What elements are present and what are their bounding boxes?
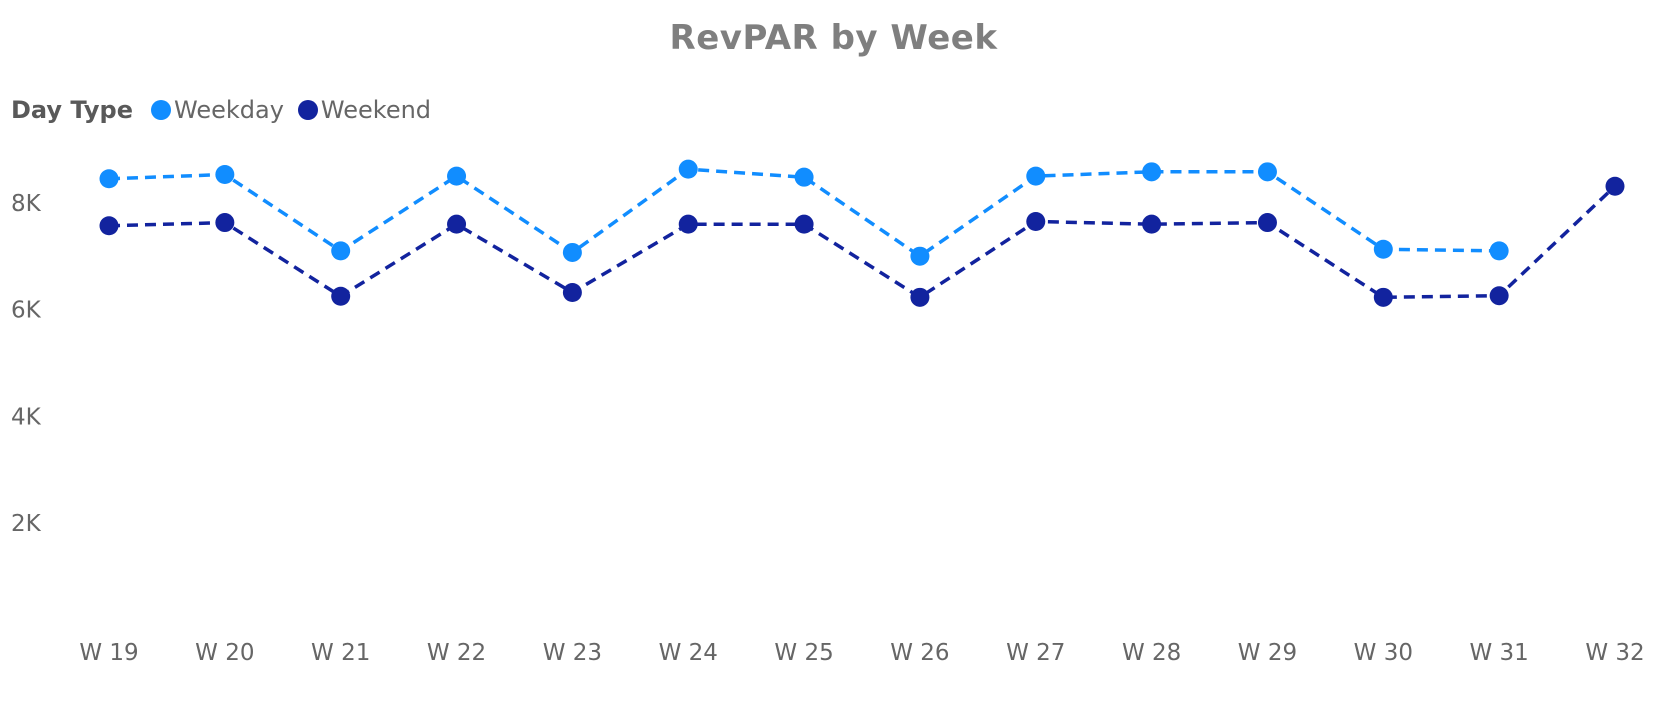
legend-label-weekday: Weekday [174, 96, 284, 124]
legend-label-weekend: Weekend [320, 96, 432, 124]
data-point-weekday-w-31[interactable] [1489, 241, 1509, 261]
chart-title: RevPAR by Week [669, 18, 998, 58]
y-tick-label-4k: 4K [11, 404, 42, 430]
data-point-weekend-w-28[interactable] [1142, 214, 1162, 234]
data-point-weekday-w-22[interactable] [447, 166, 467, 186]
data-point-weekday-w-23[interactable] [562, 242, 582, 262]
data-point-weekend-w-27[interactable] [1026, 211, 1046, 231]
x-tick-label-w-29: W 29 [1238, 640, 1297, 666]
x-tick-label-w-30: W 30 [1354, 640, 1413, 666]
legend-marker-weekend [297, 100, 318, 120]
data-point-weekday-w-21[interactable] [331, 241, 351, 261]
legend-title: Day Type [11, 96, 134, 124]
legend-item-weekend[interactable]: Weekend [297, 96, 432, 124]
data-point-weekday-w-30[interactable] [1373, 239, 1393, 259]
x-tick-label-w-26: W 26 [890, 640, 949, 666]
x-tick-label-w-19: W 19 [79, 640, 138, 666]
x-axis: W 19 W 20 W 21 W 22 W 23 W 24 W 25 W 26 W 27 W 28… [79, 640, 1644, 666]
data-point-weekend-w-23[interactable] [562, 283, 582, 303]
data-point-weekday-w-20[interactable] [215, 164, 235, 184]
data-point-weekend-w-30[interactable] [1373, 287, 1393, 307]
data-point-weekend-w-29[interactable] [1257, 213, 1277, 233]
x-tick-label-w-32: W 32 [1585, 640, 1644, 666]
x-tick-label-w-31: W 31 [1469, 640, 1528, 666]
legend-marker-weekday [151, 100, 172, 120]
data-point-weekday-w-28[interactable] [1142, 162, 1162, 182]
data-point-weekend-w-26[interactable] [910, 287, 930, 307]
series-line-weekend [108, 184, 1617, 300]
series-points [99, 159, 1625, 307]
series-lines [108, 167, 1617, 300]
data-point-weekday-w-25[interactable] [794, 167, 814, 187]
data-point-weekday-w-24[interactable] [678, 159, 698, 179]
y-tick-label-2k: 2K [11, 511, 42, 537]
data-point-weekend-w-20[interactable] [215, 213, 235, 233]
data-point-weekday-w-29[interactable] [1257, 162, 1277, 182]
x-tick-label-w-25: W 25 [774, 640, 833, 666]
data-point-weekday-w-19[interactable] [99, 169, 119, 189]
data-point-weekend-w-25[interactable] [794, 214, 814, 234]
data-point-weekday-w-26[interactable] [910, 246, 930, 266]
y-tick-label-8k: 8K [11, 191, 42, 217]
y-axis: 2K 4K 6K 8K [11, 191, 42, 537]
data-point-weekday-w-27[interactable] [1026, 166, 1046, 186]
data-point-weekend-w-24[interactable] [678, 214, 698, 234]
y-tick-label-6k: 6K [11, 298, 42, 324]
data-point-weekend-w-32[interactable] [1605, 176, 1625, 196]
x-tick-label-w-28: W 28 [1122, 640, 1181, 666]
x-tick-label-w-22: W 22 [427, 640, 486, 666]
data-point-weekend-w-21[interactable] [331, 286, 351, 306]
legend-item-weekday[interactable]: Weekday [151, 96, 284, 124]
data-point-weekend-w-22[interactable] [447, 214, 467, 234]
x-tick-label-w-20: W 20 [195, 640, 254, 666]
legend: Day Type Weekday Weekend [11, 92, 445, 128]
x-tick-label-w-21: W 21 [311, 640, 370, 666]
data-point-weekend-w-19[interactable] [99, 216, 119, 236]
x-tick-label-w-23: W 23 [543, 640, 602, 666]
x-tick-label-w-27: W 27 [1006, 640, 1065, 666]
x-tick-label-w-24: W 24 [659, 640, 718, 666]
data-point-weekend-w-31[interactable] [1489, 286, 1509, 306]
